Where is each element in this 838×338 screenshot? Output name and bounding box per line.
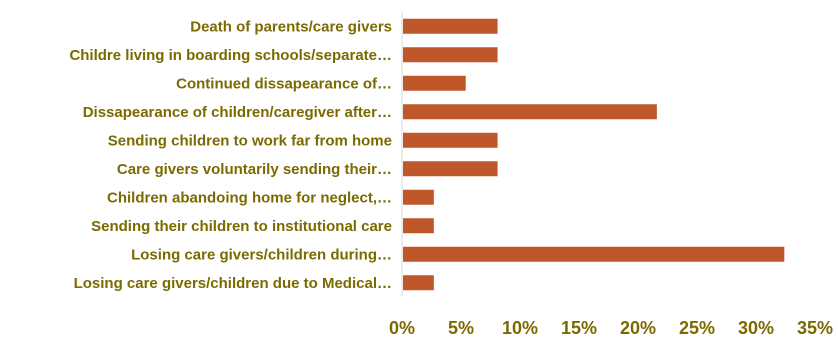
- x-tick-label-4: 20%: [620, 318, 656, 338]
- category-label-9: Losing care givers/children due to Medic…: [74, 275, 392, 292]
- bar-2: [403, 75, 466, 91]
- x-tick-label-3: 15%: [561, 318, 597, 338]
- category-label-8: Losing care givers/children during…: [131, 246, 392, 263]
- bar-7: [403, 218, 434, 234]
- category-label-5: Care givers voluntarily sending their…: [117, 161, 392, 178]
- x-tick-label-5: 25%: [679, 318, 715, 338]
- bar-5: [403, 161, 498, 177]
- category-label-7: Sending their children to institutional …: [91, 218, 392, 235]
- bar-8: [403, 246, 785, 262]
- x-tick-label-0: 0%: [389, 318, 415, 338]
- category-label-2: Continued dissapearance of…: [176, 75, 392, 92]
- x-tick-label-1: 5%: [448, 318, 474, 338]
- bar-6: [403, 189, 434, 205]
- bar-9: [403, 275, 434, 291]
- category-label-4: Sending children to work far from home: [108, 132, 392, 149]
- category-label-3: Dissapearance of children/caregiver afte…: [83, 104, 392, 121]
- bar-0: [403, 18, 498, 34]
- category-label-0: Death of parents/care givers: [190, 18, 392, 35]
- bar-4: [403, 132, 498, 148]
- category-labels: Death of parents/care givers Childre livi…: [69, 18, 392, 292]
- category-label-6: Children abandoing home for neglect,…: [107, 189, 392, 206]
- bars-layer: [403, 18, 785, 291]
- bar-3: [403, 104, 657, 120]
- x-tick-label-6: 30%: [738, 318, 774, 338]
- x-tick-label-2: 10%: [502, 318, 538, 338]
- x-tick-label-7: 35%: [797, 318, 833, 338]
- bar-1: [403, 47, 498, 63]
- category-label-1: Childre living in boarding schools/separ…: [69, 47, 392, 64]
- x-tick-labels: 0% 5% 10% 15% 20% 25% 30% 35%: [389, 318, 833, 338]
